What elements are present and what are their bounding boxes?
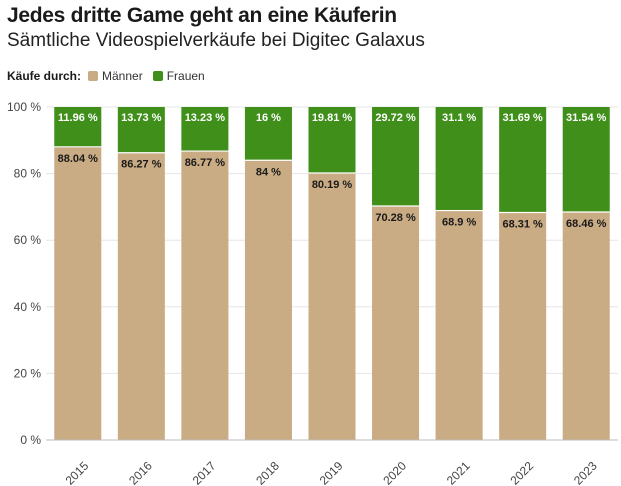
x-tick-label: 2017: [190, 459, 219, 486]
legend-label-maenner: Männer: [102, 69, 143, 83]
bar-frauen: [181, 107, 229, 152]
data-label-maenner: 86.77 %: [185, 157, 226, 169]
data-label-frauen: 31.1 %: [442, 112, 476, 124]
legend-item-frauen: Frauen: [152, 69, 205, 83]
data-label-frauen: 11.96 %: [58, 112, 98, 124]
y-tick-label: 80 %: [14, 167, 42, 181]
data-label-frauen: 13.73 %: [121, 112, 162, 124]
legend: Käufe durch: Männer Frauen: [7, 69, 215, 83]
data-label-frauen: 31.54 %: [566, 112, 607, 124]
bar-maenner: [499, 212, 547, 440]
bar-frauen: [244, 107, 292, 161]
bar-maenner: [244, 160, 292, 440]
x-tick-label: 2020: [380, 459, 409, 486]
legend-label-frauen: Frauen: [166, 69, 205, 83]
data-label-maenner: 68.31 %: [502, 219, 543, 231]
legend-title: Käufe durch:: [7, 69, 82, 83]
bar-maenner: [117, 152, 165, 441]
y-tick-label: 60 %: [14, 233, 42, 247]
legend-swatch-maenner: [88, 71, 99, 81]
bar-frauen: [435, 107, 483, 211]
bar-maenner: [181, 151, 229, 440]
data-label-maenner: 80.19 %: [312, 179, 353, 191]
x-tick-label: 2016: [126, 459, 155, 486]
x-tick-label: 2015: [63, 459, 92, 486]
bar-maenner: [308, 172, 356, 441]
bar-maenner: [372, 205, 420, 440]
y-tick-label: 40 %: [14, 300, 42, 314]
y-tick-label: 100 %: [7, 100, 41, 114]
chart-subtitle: Sämtliche Videospielverkäufe bei Digitec…: [7, 30, 425, 51]
bar-frauen: [562, 107, 610, 213]
data-label-maenner: 86.27 %: [121, 159, 162, 171]
bar-frauen: [499, 107, 547, 213]
bar-maenner: [435, 210, 483, 440]
legend-item-maenner: Männer: [88, 69, 143, 83]
x-tick-label: 2022: [507, 459, 536, 486]
data-label-maenner: 70.28 %: [375, 212, 416, 224]
x-tick-label: 2021: [444, 459, 473, 486]
bar-frauen: [372, 107, 420, 206]
data-label-maenner: 84 %: [256, 166, 281, 178]
data-label-frauen: 16 %: [256, 112, 281, 124]
data-label-maenner: 88.04 %: [58, 153, 99, 165]
data-label-maenner: 68.46 %: [566, 218, 607, 230]
x-tick-label: 2023: [571, 459, 600, 486]
bar-maenner: [54, 146, 102, 441]
data-label-frauen: 19.81 %: [312, 112, 353, 124]
data-label-frauen: 13.23 %: [185, 112, 226, 124]
legend-swatch-frauen: [152, 71, 163, 81]
chart-title: Jedes dritte Game geht an eine Käuferin: [7, 4, 397, 27]
y-tick-label: 20 %: [14, 366, 42, 380]
data-label-maenner: 68.9 %: [442, 217, 476, 229]
bar-frauen: [308, 107, 356, 173]
data-label-frauen: 31.69 %: [502, 112, 543, 124]
data-label-frauen: 29.72 %: [375, 112, 416, 124]
bar-frauen: [117, 107, 165, 153]
y-tick-label: 0 %: [20, 433, 41, 447]
bar-maenner: [562, 212, 610, 440]
x-tick-label: 2018: [253, 459, 282, 486]
bar-frauen: [54, 107, 102, 147]
x-tick-label: 2019: [317, 459, 346, 486]
